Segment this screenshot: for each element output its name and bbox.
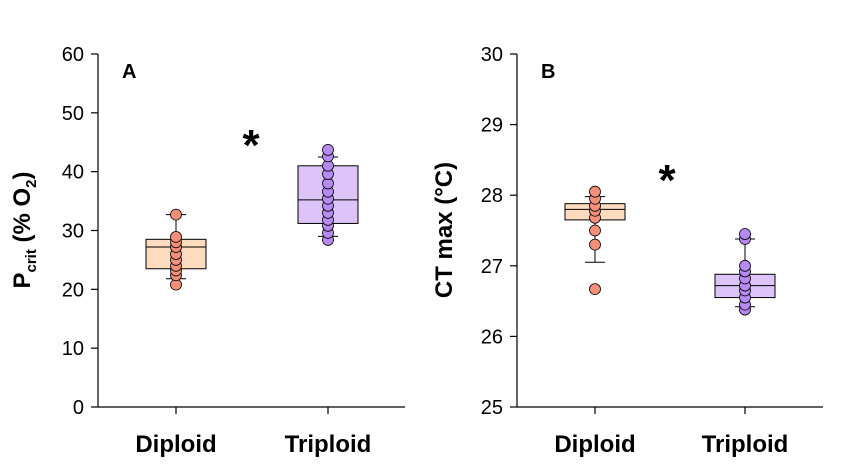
panel-A: 0 10 20 30 40 50 60 Diploid Triploid A * Pcrit (% O… xyxy=(9,44,405,458)
y-tick-label: 27 xyxy=(481,256,503,278)
x-tick-label-triploid: Triploid xyxy=(702,431,789,458)
x-tick-label-diploid: Diploid xyxy=(554,431,635,458)
box-triploid xyxy=(714,228,776,316)
box-diploid xyxy=(564,185,626,295)
y-tick-label: 30 xyxy=(62,221,84,243)
panel-label: B xyxy=(541,61,555,83)
box-triploid xyxy=(297,143,359,246)
y-tick-label: 30 xyxy=(481,44,503,66)
y-tick-label: 60 xyxy=(62,44,84,66)
data-point xyxy=(739,259,751,272)
y-tick-label: 28 xyxy=(481,185,503,207)
box-diploid xyxy=(145,208,207,291)
data-point xyxy=(739,228,751,240)
y-tick-label: 25 xyxy=(481,397,503,419)
x-tick-label-diploid: Diploid xyxy=(135,431,216,458)
panel-label: A xyxy=(122,61,136,83)
y-axis-label: Pcrit (% O2) xyxy=(9,171,40,288)
y-tick-label: 40 xyxy=(62,162,84,184)
significance-marker: * xyxy=(658,156,676,205)
y-axis-label: CT max (°C) xyxy=(431,162,458,298)
y-tick-label: 29 xyxy=(481,115,503,137)
y-tick-label: 10 xyxy=(62,338,84,360)
data-point xyxy=(589,224,601,237)
data-point xyxy=(322,143,334,156)
significance-marker: * xyxy=(242,121,260,170)
y-tick-label: 26 xyxy=(481,326,503,348)
y-tick-label: 0 xyxy=(73,397,84,419)
data-point xyxy=(589,185,601,198)
y-tick-label: 50 xyxy=(62,103,84,125)
panel-B: 25 26 27 28 29 30 Diploid Triploid B * CT max (°C) xyxy=(431,44,823,458)
y-tick-label: 20 xyxy=(62,279,84,301)
x-tick-label-triploid: Triploid xyxy=(285,431,372,458)
data-point xyxy=(589,238,601,251)
data-point xyxy=(170,208,182,221)
data-point xyxy=(170,231,182,243)
data-point xyxy=(589,283,601,295)
